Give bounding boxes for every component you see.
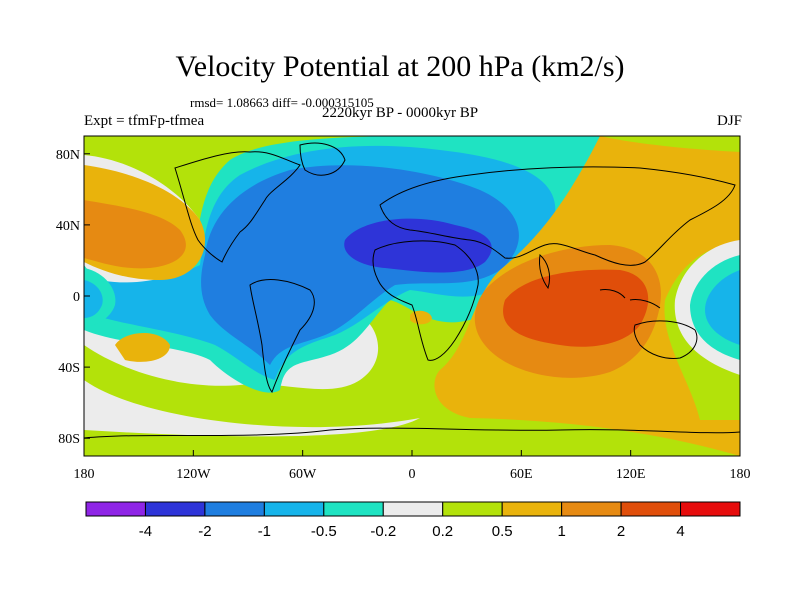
colorbar-label: -0.5 [311, 523, 337, 540]
colorbar-swatch [561, 501, 622, 517]
y-tick-label: 40N [56, 219, 80, 234]
contour-band-neutral-south-2 [84, 380, 420, 437]
colorbar-label: -0.2 [370, 523, 396, 540]
contour-band-dark-blue [344, 218, 492, 273]
colorbar-label: 4 [676, 523, 684, 540]
colorbar-swatch [85, 501, 146, 517]
colorbar-label: 2 [617, 523, 625, 540]
x-tick-label: 120W [176, 467, 211, 482]
contour-band-dark-orange-north-pacific [84, 200, 186, 269]
colorbar-label: -1 [258, 523, 271, 540]
colorbar-label: -4 [139, 523, 152, 540]
x-axis: 180 120W 60W 0 60E 120E 180 [74, 450, 751, 482]
colorbar-label: 0.5 [492, 523, 513, 540]
x-tick-label: 0 [409, 467, 416, 482]
colorbar-label: 0.2 [432, 523, 453, 540]
x-tick-label: 180 [730, 467, 751, 482]
colorbar-label: -2 [198, 523, 211, 540]
colorbar: -4 -2 -1 -0.5 -0.2 0.2 0.5 1 2 4 [85, 501, 741, 540]
season-label: DJF [716, 113, 742, 129]
y-tick-label: 80N [56, 148, 80, 163]
colorbar-swatch [501, 501, 563, 517]
colorbar-swatch [680, 501, 741, 517]
colorbar-swatch [204, 501, 265, 517]
colorbar-label: 1 [557, 523, 565, 540]
contour-band-blue-east [705, 270, 740, 345]
y-tick-label: 80S [58, 432, 80, 447]
contour-field [84, 136, 740, 456]
contour-band-red-orange-indo-pacific [503, 269, 649, 347]
period-label: 2220kyr BP - 0000kyr BP [322, 105, 479, 121]
contour-band-medium-blue [201, 165, 519, 365]
x-tick-label: 180 [74, 467, 95, 482]
coastlines [84, 142, 740, 439]
colorbar-swatch [263, 501, 325, 517]
colorbar-swatch [144, 501, 206, 517]
map-title: Velocity Potential at 200 hPa (km2/s) [175, 50, 625, 83]
x-tick-label: 60W [289, 467, 317, 482]
y-axis: 80N 40N 0 40S 80S [56, 148, 90, 447]
experiment-label: Expt = tfmFp-tfmea [84, 113, 205, 129]
contour-band-orange-south-pacific [115, 332, 170, 362]
rmsd-diff-stats: rmsd= 1.08663 diff= -0.000315105 [190, 95, 374, 110]
colorbar-swatch [620, 501, 682, 517]
colorbar-swatch [323, 501, 384, 517]
contour-band-blue-west [84, 280, 103, 318]
x-tick-label: 120E [616, 467, 646, 482]
y-tick-label: 0 [73, 290, 80, 305]
y-tick-label: 40S [58, 361, 80, 376]
x-tick-label: 60E [510, 467, 533, 482]
colorbar-swatch [442, 501, 503, 517]
colorbar-swatch [382, 501, 444, 517]
